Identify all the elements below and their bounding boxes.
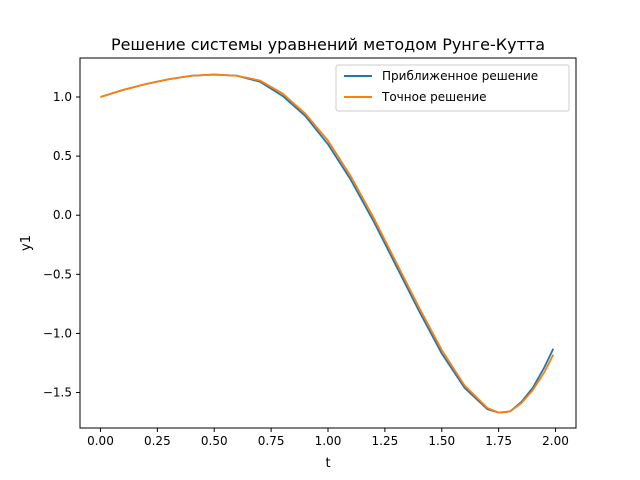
y-tick-label: −1.0 (43, 326, 72, 340)
y-tick-label: −1.5 (43, 386, 72, 400)
x-tick-label: 0.75 (258, 434, 285, 448)
y-axis-ticks: 1.0 0.5 0.0 −0.5 −1.0 −1.5 (43, 90, 80, 400)
y-axis-label: y1 (19, 235, 34, 251)
x-tick-label: 1.25 (372, 434, 399, 448)
legend-label-approximate: Приближенное решение (382, 69, 538, 83)
y-tick-label: −0.5 (43, 267, 72, 281)
legend-box (335, 64, 570, 112)
x-tick-label: 1.00 (315, 434, 342, 448)
x-axis-label: t (325, 456, 330, 471)
x-tick-label: 0.00 (87, 434, 114, 448)
legend: Приближенное решение Точное решение (335, 64, 570, 112)
x-tick-label: 0.25 (144, 434, 171, 448)
x-tick-label: 1.75 (485, 434, 512, 448)
axes-frame (79, 57, 577, 429)
series-line-1 (100, 73, 555, 414)
series-lines (100, 73, 555, 414)
y-tick-label: 0.0 (53, 208, 72, 222)
y-tick-label: 0.5 (53, 149, 72, 163)
x-tick-label: 2.00 (542, 434, 569, 448)
chart-title: Решение системы уравнений методом Рунге-… (111, 35, 545, 54)
x-axis-ticks: 0.00 0.25 0.50 0.75 1.00 1.25 1.50 1.75 2.00 (87, 428, 569, 448)
series-line-0 (100, 73, 555, 414)
x-tick-label: 1.50 (428, 434, 455, 448)
x-tick-label: 0.50 (201, 434, 228, 448)
legend-label-exact: Точное решение (381, 90, 487, 104)
y-tick-label: 1.0 (53, 90, 72, 104)
